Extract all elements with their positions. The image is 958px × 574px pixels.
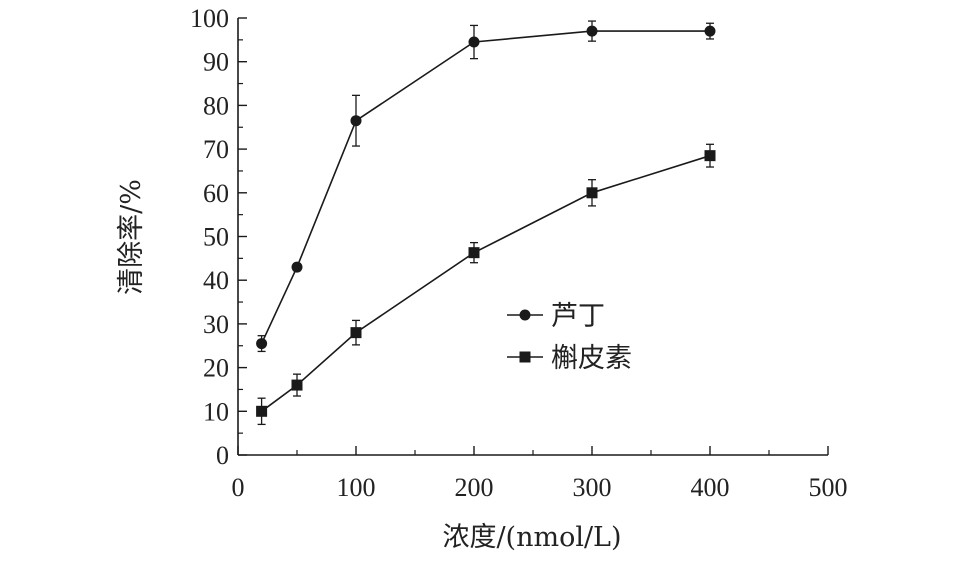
series-line xyxy=(260,30,710,344)
legend-item: 槲皮素 xyxy=(507,343,632,374)
series-layer xyxy=(256,20,716,426)
legend-label: 槲皮素 xyxy=(551,343,632,374)
data-point xyxy=(350,115,362,127)
data-point xyxy=(291,379,303,391)
data-point xyxy=(468,247,480,259)
x-tick-label: 200 xyxy=(455,473,494,502)
series-rutin xyxy=(256,20,716,353)
x-tick-label: 400 xyxy=(691,473,730,502)
y-tick-label: 80 xyxy=(203,91,229,120)
legend-marker xyxy=(519,309,531,321)
x-tick-label: 500 xyxy=(809,473,848,502)
legend-item: 芦丁 xyxy=(507,301,605,332)
data-point xyxy=(586,25,598,37)
data-point xyxy=(586,187,598,199)
y-tick-label: 100 xyxy=(190,4,229,33)
legend-label: 芦丁 xyxy=(551,301,605,332)
x-tick-label: 100 xyxy=(337,473,376,502)
y-tick-label: 90 xyxy=(203,48,229,77)
series-quercetin xyxy=(256,143,716,426)
data-point xyxy=(256,405,268,417)
data-point xyxy=(256,338,268,350)
data-point xyxy=(350,327,362,339)
y-tick-label: 30 xyxy=(203,310,229,339)
y-tick-label: 60 xyxy=(203,179,229,208)
y-tick-label: 0 xyxy=(216,441,229,470)
y-tick-label: 50 xyxy=(203,223,229,252)
y-tick-label: 70 xyxy=(203,135,229,164)
x-tick-label: 300 xyxy=(573,473,612,502)
x-tick-label: 0 xyxy=(232,473,245,502)
y-axis-title: 清除率/% xyxy=(116,179,147,295)
data-point xyxy=(704,150,716,162)
axes: 0 100 200 300 400 500 0 10 20 30 40 50 60 70 80 90 100 xyxy=(190,4,848,502)
data-point xyxy=(291,261,303,273)
legend-marker xyxy=(519,351,531,363)
y-tick-label: 40 xyxy=(203,266,229,295)
y-tick-label: 20 xyxy=(203,354,229,383)
series-line xyxy=(261,154,711,412)
x-axis-title: 浓度/(nmol/L) xyxy=(442,522,621,553)
y-tick-label: 10 xyxy=(203,397,229,426)
data-point xyxy=(468,36,480,48)
data-point xyxy=(704,25,716,37)
